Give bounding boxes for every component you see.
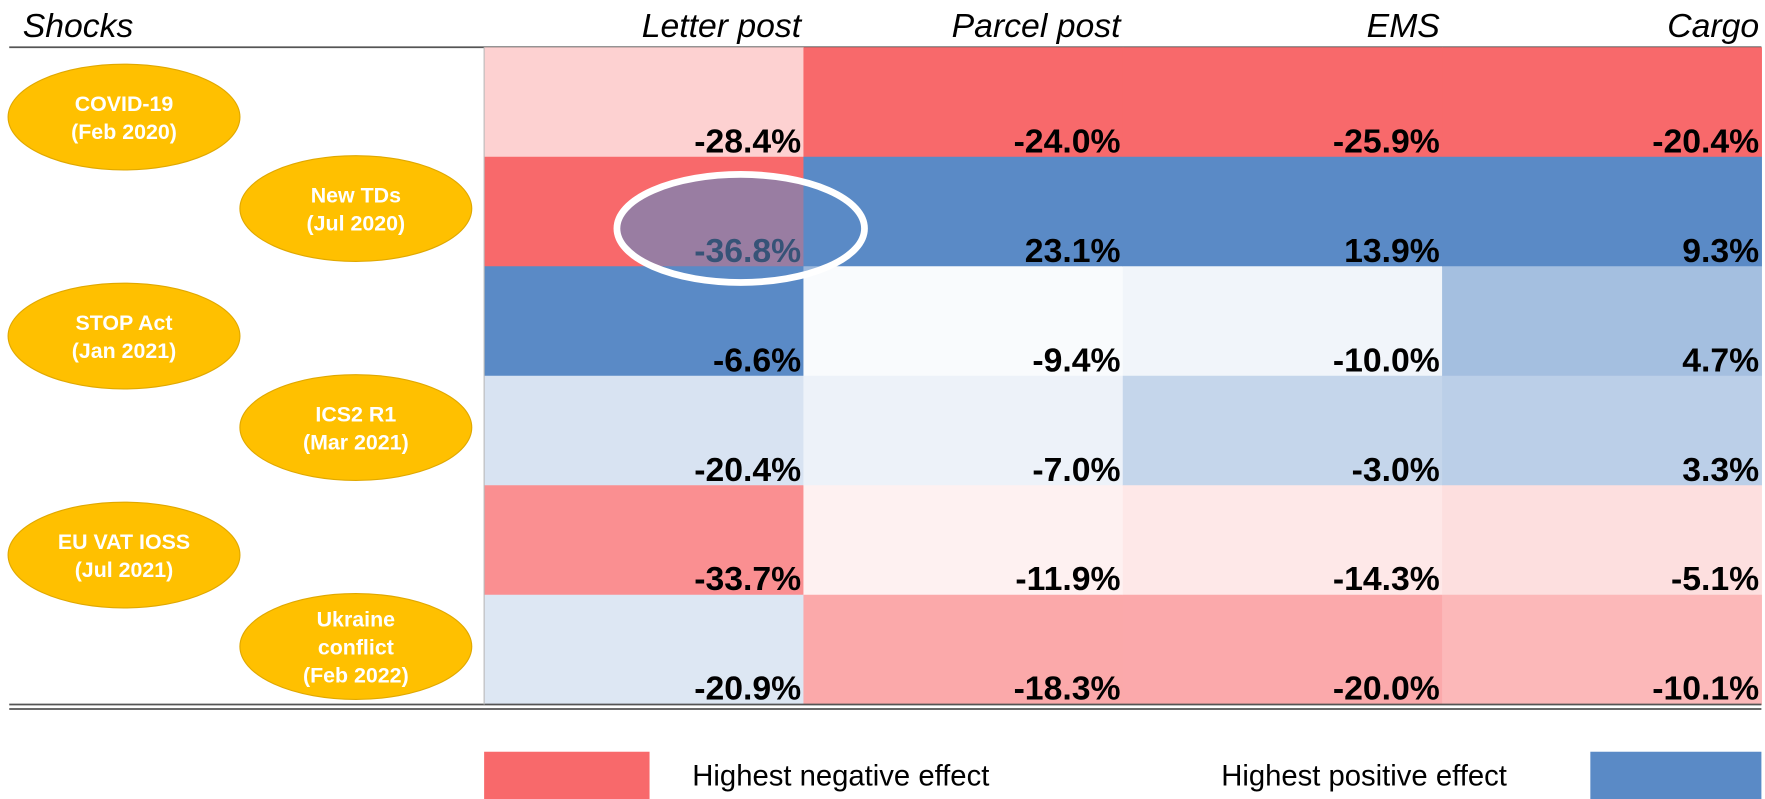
heat-cell [1122, 156, 1443, 267]
value-label: -6.6% [713, 341, 801, 379]
heat-cell [803, 594, 1124, 705]
heat-cell [484, 485, 805, 596]
shock-label: conflict [318, 635, 394, 659]
value-label: -7.0% [1032, 451, 1120, 489]
heat-cell [484, 375, 805, 486]
value-label: -25.9% [1333, 122, 1440, 160]
shock-label: ICS2 R1 [315, 402, 396, 426]
value-label: -24.0% [1014, 122, 1121, 160]
column-header: EMS [1367, 7, 1441, 45]
heat-cell [1442, 485, 1762, 596]
row-header: Shocks [23, 7, 134, 45]
heat-cell [803, 47, 1124, 158]
heat-cell [1122, 485, 1443, 596]
value-label: 9.3% [1682, 232, 1759, 270]
column-header: Parcel post [952, 7, 1122, 45]
value-label: -20.4% [1652, 122, 1759, 160]
shock-label: (Jul 2020) [307, 211, 406, 235]
cells [484, 47, 1762, 705]
shock-label: EU VAT IOSS [58, 530, 190, 554]
value-label: -10.0% [1333, 341, 1440, 379]
value-label: 23.1% [1025, 232, 1121, 270]
heat-cell [1122, 375, 1443, 486]
heat-cell [1122, 594, 1443, 705]
legend-label: Highest negative effect [692, 760, 989, 792]
shock-label: Ukraine [317, 607, 396, 631]
shock-label: (Jul 2021) [75, 558, 174, 582]
value-label: -20.4% [694, 451, 801, 489]
legend-label: Highest positive effect [1221, 760, 1507, 792]
shock-label: COVID-19 [75, 92, 174, 116]
shock-badge [7, 501, 241, 609]
value-label: -33.7% [694, 560, 801, 598]
heat-cell [1442, 375, 1762, 486]
heat-cell [1442, 594, 1762, 705]
heat-cell [484, 594, 805, 705]
heat-cell [803, 485, 1124, 596]
value-label: -10.1% [1652, 670, 1759, 708]
value-label: -11.9% [1015, 560, 1120, 598]
value-label: 13.9% [1344, 232, 1440, 270]
value-label: -18.3% [1014, 670, 1121, 708]
column-header: Cargo [1667, 7, 1759, 45]
shock-label: New TDs [311, 183, 401, 207]
value-label: -5.1% [1671, 560, 1759, 598]
heat-cell [803, 375, 1124, 486]
heat-cell [1122, 266, 1443, 377]
heat-cell [803, 266, 1124, 377]
value-label: -3.0% [1352, 451, 1440, 489]
shock-label: (Feb 2022) [303, 664, 409, 688]
shock-badge [239, 593, 473, 700]
value-label: -14.3% [1333, 560, 1440, 598]
value-label: -28.4% [694, 122, 801, 160]
value-label: -20.9% [694, 670, 801, 708]
shock-label: (Mar 2021) [303, 430, 409, 454]
value-label: 4.7% [1682, 341, 1759, 379]
heat-cell [1442, 156, 1762, 267]
heat-cell [1122, 47, 1443, 158]
column-header: Letter post [642, 7, 803, 45]
heat-cell [1442, 47, 1762, 158]
value-label: -9.4% [1032, 341, 1120, 379]
value-label: -20.0% [1333, 670, 1440, 708]
heat-cell [1442, 266, 1762, 377]
highlight-overlay [613, 171, 868, 286]
shock-badge [239, 374, 473, 481]
shock-label: (Feb 2020) [71, 120, 177, 144]
legend-swatch [484, 751, 650, 799]
legend-swatch [1590, 751, 1762, 799]
shock-badge [7, 282, 241, 390]
shock-label: STOP Act [76, 311, 173, 335]
shock-badge [7, 63, 241, 171]
shock-badge [239, 155, 473, 262]
heat-cell [484, 47, 805, 158]
shock-label: (Jan 2021) [72, 339, 177, 363]
value-label: 3.3% [1682, 451, 1759, 489]
